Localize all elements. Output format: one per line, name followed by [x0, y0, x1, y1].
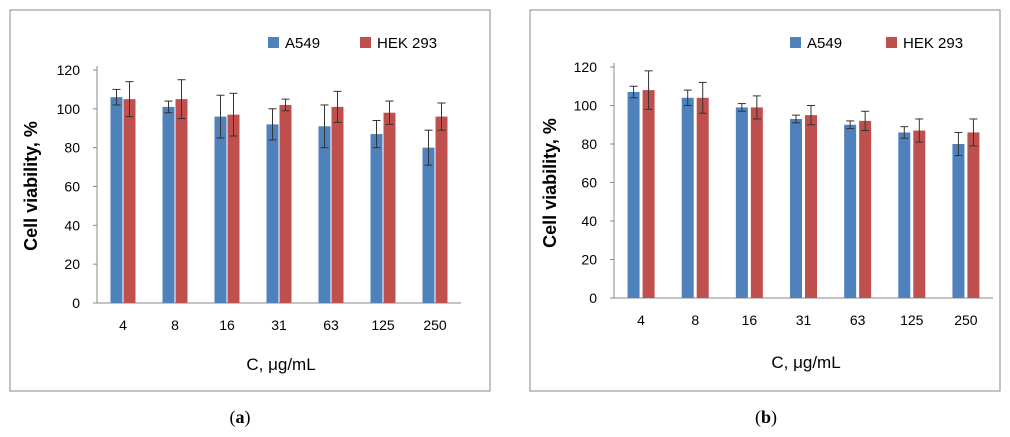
caption-b: (b)	[755, 407, 777, 428]
bar-series-1	[735, 107, 748, 298]
bar-series-1	[162, 106, 175, 304]
x-tick-label: 4	[119, 317, 127, 333]
bar-series-1	[844, 124, 857, 298]
bar-series-2	[383, 112, 396, 303]
y-axis-title: Cell viability, %	[21, 121, 41, 251]
x-axis-title: C, μg/mL	[771, 353, 840, 372]
legend-swatch-series-1	[268, 37, 279, 48]
svg-text:(b): (b)	[755, 407, 777, 428]
legend: A549 HEK 293	[268, 35, 437, 52]
y-axis-title: Cell viability, %	[540, 118, 560, 248]
legend: A549 HEK 293	[790, 35, 963, 52]
bar-series-2	[279, 104, 292, 303]
chart-frame	[9, 9, 491, 392]
legend-label-series-1: A549	[807, 35, 842, 52]
x-tick-label: 4	[637, 312, 645, 328]
svg-text:(a): (a)	[230, 407, 251, 428]
y-tick-label: 40	[581, 213, 597, 229]
x-tick-label: 125	[900, 312, 924, 328]
y-tick-label: 80	[581, 136, 597, 152]
x-tick-label: 250	[423, 317, 447, 333]
bar-series-1	[266, 124, 279, 303]
legend-label-series-2: HEK 293	[903, 35, 963, 52]
caption-a-letter: a	[236, 407, 245, 427]
y-tick-label: 20	[581, 252, 597, 268]
legend-swatch-series-1	[790, 37, 801, 48]
legend-swatch-series-2	[886, 37, 897, 48]
x-tick-label: 250	[954, 312, 978, 328]
x-tick-label: 8	[171, 317, 179, 333]
bar-series-2	[750, 107, 763, 298]
bar-series-1	[214, 116, 227, 303]
bar-series-2	[967, 132, 980, 298]
bar-series-2	[227, 114, 240, 304]
y-tick-label: 60	[581, 175, 597, 191]
legend-label-series-1: A549	[285, 35, 320, 52]
y-tick-label: 100	[574, 98, 598, 114]
x-tick-label: 16	[219, 317, 235, 333]
legend-swatch-series-2	[360, 37, 371, 48]
x-tick-label: 31	[796, 312, 812, 328]
caption-b-letter: b	[761, 407, 771, 427]
bar-series-2	[642, 90, 655, 298]
y-tick-label: 120	[57, 62, 81, 78]
bar-series-2	[805, 115, 817, 298]
y-tick-label: 20	[64, 256, 80, 272]
caption-a: (a)	[230, 407, 251, 428]
bar-series-1	[790, 118, 802, 298]
bar-series-2	[859, 120, 872, 299]
bar-series-1	[952, 144, 965, 298]
legend-label-series-2: HEK 293	[377, 35, 437, 52]
chart-panel-b: 0 20 40 60 80 100 120 4 8 16 31 63 125 250 A549 HEK 2…	[529, 9, 1001, 392]
bar-series-2	[435, 116, 448, 303]
bar-series-2	[913, 130, 926, 298]
x-tick-label: 8	[691, 312, 699, 328]
y-tick-label: 0	[72, 295, 80, 311]
y-tick-label: 60	[64, 179, 80, 195]
bar-series-1	[370, 134, 383, 303]
bar-series-1	[681, 97, 694, 298]
y-tick-label: 100	[57, 101, 81, 117]
bar-series-1	[318, 126, 331, 303]
x-tick-label: 63	[323, 317, 339, 333]
y-tick-label: 0	[589, 290, 597, 306]
bar-series-1	[898, 132, 911, 298]
x-tick-label: 125	[371, 317, 395, 333]
bar-series-2	[696, 97, 709, 298]
bar-series-2	[175, 99, 188, 303]
y-tick-label: 40	[64, 217, 80, 233]
y-tick-label: 120	[574, 59, 598, 75]
y-tick-label: 80	[64, 140, 80, 156]
x-axis-title: C, μg/mL	[246, 355, 315, 374]
chart-panel-a: 0 20 40 60 80 100 120 4 8 16 31 63 125 250 A549 HEK 2…	[9, 9, 491, 392]
x-tick-label: 31	[271, 317, 287, 333]
x-tick-label: 16	[742, 312, 758, 328]
bar-series-1	[422, 147, 435, 303]
chart-frame	[529, 9, 1001, 392]
bar-series-2	[331, 106, 344, 304]
x-tick-label: 63	[850, 312, 866, 328]
bar-series-1	[627, 92, 640, 299]
bar-series-2	[123, 99, 136, 303]
bar-series-1	[110, 97, 123, 303]
